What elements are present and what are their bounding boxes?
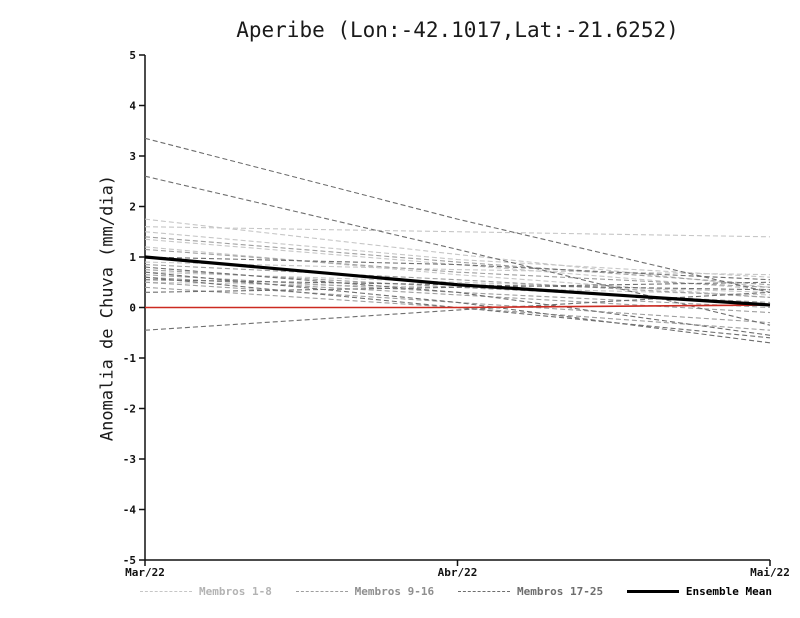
member-line — [144, 248, 771, 288]
x-tick-label: Abr/22 — [438, 566, 478, 579]
legend-item: Membros 1-8 — [140, 585, 272, 598]
member-line — [144, 137, 771, 293]
member-line — [144, 226, 771, 238]
member-line — [144, 264, 771, 298]
y-tick-label: 1 — [129, 251, 136, 264]
y-tick-label: 3 — [129, 150, 136, 163]
y-tick-label: -4 — [123, 504, 137, 517]
member-line — [144, 175, 771, 326]
x-tick-label: Mai/22 — [750, 566, 790, 579]
x-tick-label: Mar/22 — [125, 566, 165, 579]
member-line — [144, 236, 771, 286]
y-tick-label: 4 — [129, 100, 136, 113]
reference-line — [145, 304, 771, 309]
y-tick-label: 5 — [129, 49, 136, 62]
y-tick-label: -2 — [123, 403, 136, 416]
legend-line-swatch — [457, 591, 510, 592]
y-tick-label: -3 — [123, 453, 136, 466]
legend-label: Membros 1-8 — [199, 585, 272, 598]
member-line — [144, 281, 771, 293]
member-line — [144, 261, 771, 276]
member-line — [144, 276, 771, 314]
y-tick-label: 2 — [129, 201, 136, 214]
y-axis-label: Anomalia de Chuva (mm/dia) — [97, 174, 118, 442]
chart-title: Aperibe (Lon:-42.1017,Lat:-21.6252) — [236, 18, 679, 42]
y-tick-label: -5 — [123, 554, 136, 567]
y-tick-label: -1 — [123, 352, 137, 365]
member-line — [144, 256, 771, 281]
member-line — [144, 286, 771, 331]
legend-line-swatch — [140, 591, 192, 592]
legend-item: Membros 9-16 — [295, 585, 435, 598]
legend-label: Membros 9-16 — [354, 585, 435, 598]
ensemble-line-chart: -5 -4 -3 -2 -1 0 1 2 3 4 5 Mar/22 Abr/22 Mai/22 — [123, 49, 790, 579]
member-line — [144, 271, 771, 344]
legend-item: Membros 17-25 — [457, 585, 604, 598]
member-line — [144, 231, 771, 278]
chart-legend: Membros 1-8 Membros 9-16 Membros 17-25 Ense… — [140, 585, 772, 598]
ensemble-mean-line — [144, 255, 771, 307]
legend-label: Membros 17-25 — [516, 585, 604, 598]
member-line — [144, 266, 771, 336]
legend-line-swatch — [626, 590, 679, 593]
legend-label: Ensemble Mean — [685, 585, 772, 598]
member-line — [144, 218, 771, 288]
legend-line-swatch — [295, 591, 348, 592]
legend-item: Ensemble Mean — [626, 585, 772, 598]
member-line — [144, 246, 771, 298]
y-tick-label: 0 — [129, 302, 136, 315]
